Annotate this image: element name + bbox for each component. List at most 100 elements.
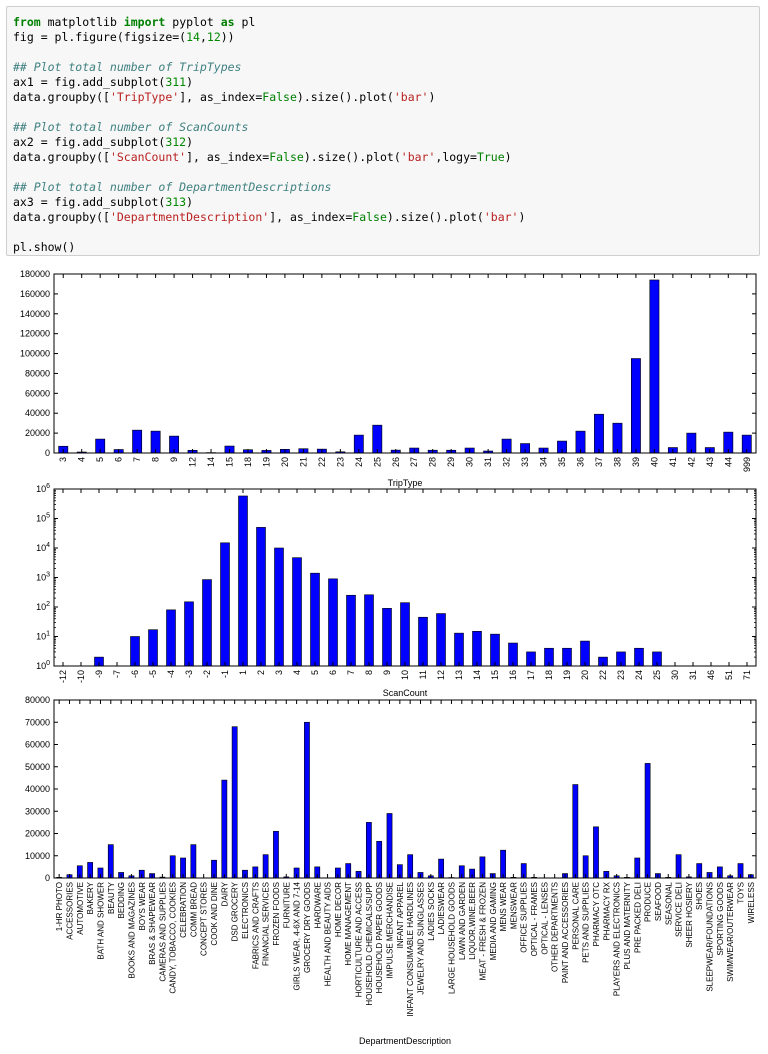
x-tick-label: 8 [151,457,161,462]
y-tick-label: 60000 [25,740,50,750]
x-tick-label: 44 [723,457,733,467]
y-tick-label: 80000 [25,695,50,705]
x-tick-label: GIRLS WEAR, 4-6X AND 7-14 [293,881,302,990]
x-tick-label: 35 [557,457,567,467]
y-tick-label: 80000 [25,368,50,378]
x-tick-label: GROCERY DRY GOODS [303,882,312,973]
code-line [13,105,753,120]
x-tick-label: SEAFOOD [654,882,663,921]
x-tick-label: 20 [580,670,590,680]
x-tick-label: 14 [206,457,216,467]
code-token: True [476,150,505,164]
x-tick-label: CELEBRATION [179,882,188,938]
bar [107,844,114,879]
code-line: ## Plot total number of TripTypes [13,60,753,75]
bar [572,784,579,879]
x-tick-label: MENS WEAR [499,882,508,932]
y-tick-label: 70000 [25,717,50,727]
x-tick-label: BEAUTY [107,881,116,914]
code-cell[interactable]: from matplotlib import pyplot as pl fig =… [6,6,760,256]
x-tick-label: AUTOMOTIVE [76,882,85,935]
x-tick-label: HEALTH AND BEAUTY AIDS [324,882,333,986]
x-tick-label: SWIMWEAR/OUTERWEAR [726,882,735,982]
x-tick-label: OTHER DEPARTMENTS [551,882,560,972]
code-token: False [352,210,387,224]
x-tick-label: 41 [668,457,678,467]
bar [644,763,651,879]
x-tick-label: DAIRY [220,881,229,906]
x-tick-label: INFANT APPAREL [396,881,405,948]
code-token: )) [220,30,235,44]
x-tick-label: TOYS [737,882,746,904]
code-token: ).size().plot( [303,150,401,164]
y-tick-label: 10000 [25,851,50,861]
x-tick-label: 25 [372,457,382,467]
code-token: data.groupby([ [13,150,110,164]
x-tick-label: 10 [400,670,410,680]
code-line: ## Plot total number of ScanCounts [13,120,753,135]
code-token: fig = pl.figure(figsize=( [13,30,187,44]
code-token: ax1 = fig.add_subplot( [13,75,166,89]
x-tick-label: HOUSEHOLD PAPER GOODS [375,882,384,993]
code-line: fig = pl.figure(figsize=(14,12)) [13,30,753,45]
bar [436,613,446,667]
bar [418,616,428,667]
code-token: ) [518,210,526,224]
x-tick-label: PERSONAL CARE [571,882,580,950]
x-tick-label: 43 [705,457,715,467]
x-tick-label: CAMERAS AND SUPPLIES [158,882,167,982]
code-token: ## Plot total number of DepartmentDescri… [13,180,332,194]
x-tick-label: 21 [298,457,308,467]
chart-triptype-panel: 0 20000 40000 60000 80000 100000 120000 140000 1… [20,269,757,488]
code-token: 'DepartmentDescription' [109,210,270,224]
code-token: 'ScanCount' [109,150,187,164]
bar [310,572,320,667]
x-tick-label: DSD GROCERY [231,881,240,941]
plot-frame [53,699,757,879]
x-tick-label: 28 [428,457,438,467]
x-tick-label: OFFICE SUPPLIES [520,882,529,953]
x-tick-label: 15 [225,457,235,467]
x-tick-label: 4 [77,457,87,462]
code-line: ax2 = fig.add_subplot(312) [13,135,753,150]
bar [274,547,284,667]
x-tick-label: FROZEN FOODS [272,882,281,946]
code-token: 'bar' [393,90,429,104]
y-tick-label: 40000 [25,784,50,794]
x-tick-label: SERVICE DELI [675,882,684,937]
bar [594,413,604,454]
x-tick-label: COOK AND DINE [210,882,219,946]
x-tick-label: BEDDING [117,882,126,918]
x-tick-label: 31 [688,670,698,680]
x-tick-label: 30 [465,457,475,467]
x-tick-label: 32 [502,457,512,467]
code-line: data.groupby(['TripType'], as_index=Fals… [13,90,753,105]
x-tick-label: 25 [652,670,662,680]
code-token: ) [186,75,194,89]
bar [376,840,383,879]
x-tick-label: 5 [310,670,320,675]
code-token: ax2 = fig.add_subplot( [13,135,166,149]
x-tick-label: 31 [483,457,493,467]
x-tick-label: 17 [526,670,536,680]
x-tick-label: 6 [114,457,124,462]
y-tick-label: 101 [36,631,50,642]
y-tick-label: 105 [36,513,50,524]
x-tick-label: 30 [670,670,680,680]
bar [500,849,506,879]
x-tick-label: PETS AND SUPPLIES [582,882,591,963]
x-tick-label: 24 [354,457,364,467]
x-tick-label: SHOES [695,882,704,910]
code-token: 312 [165,135,187,149]
x-tick-label: LARGE HOUSEHOLD GOODS [447,882,456,994]
code-line: from matplotlib import pyplot as pl [13,15,753,30]
x-axis-label: TripType [388,478,423,488]
x-tick-label: 15 [490,670,500,680]
code-block[interactable]: from matplotlib import pyplot as pl fig =… [7,7,759,263]
x-tick-label: 20 [280,457,290,467]
x-tick-label: 3 [58,457,68,462]
x-tick-label: 27 [409,457,419,467]
x-tick-label: 16 [508,670,518,680]
x-tick-label: -7 [112,670,122,678]
plot-frame [53,273,757,454]
